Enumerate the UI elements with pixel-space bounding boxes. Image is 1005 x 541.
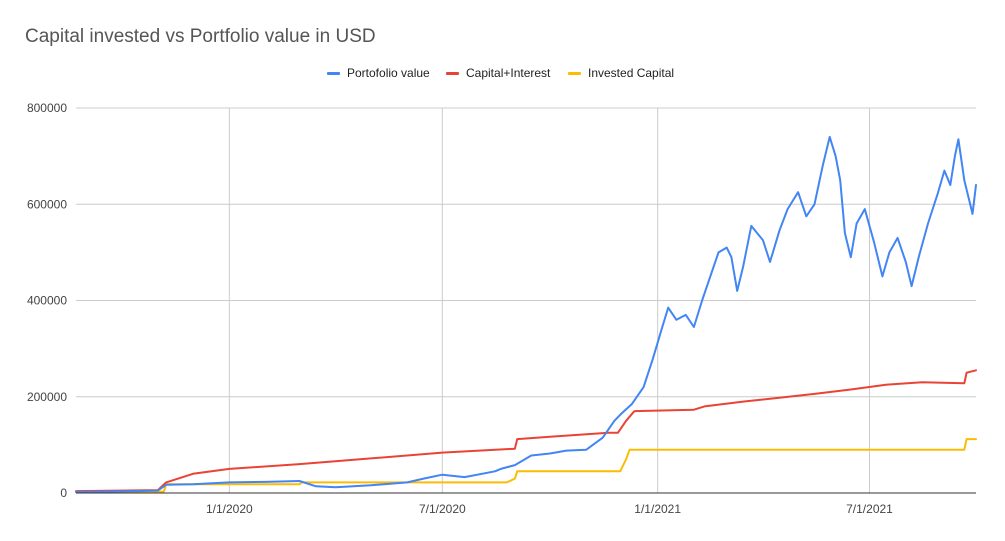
- legend-label-invested-capital: Invested Capital: [588, 66, 675, 80]
- y-tick-label: 200000: [27, 390, 67, 404]
- legend-swatch-portfolio: [327, 71, 340, 75]
- legend-item-capital-interest[interactable]: Capital+Interest: [446, 66, 550, 80]
- y-tick-label: 0: [60, 486, 67, 500]
- chart-title: Capital invested vs Portfolio value in U…: [25, 26, 376, 47]
- x-tick-label: 7/1/2021: [846, 502, 893, 516]
- y-tick-label: 400000: [27, 294, 67, 308]
- legend-label-portfolio: Portofolio value: [347, 66, 430, 80]
- legend: Portofolio value Capital+Interest Invest…: [0, 66, 1005, 84]
- legend-label-capital-interest: Capital+Interest: [466, 66, 551, 80]
- x-tick-label: 7/1/2020: [419, 502, 466, 516]
- y-tick-label: 600000: [27, 197, 67, 211]
- series-line-portfolio: [75, 135, 977, 493]
- series-line-capital-interest: [75, 369, 977, 493]
- x-tick-label: 1/1/2020: [206, 502, 253, 516]
- legend-swatch-invested-capital: [568, 71, 581, 75]
- legend-item-invested-capital[interactable]: Invested Capital: [568, 66, 674, 80]
- y-tick-label: 800000: [27, 101, 67, 115]
- grid-layer: [76, 107, 976, 493]
- axis-layer: 0 200000 400000 600000 800000 1/1/2020 7/1/202…: [27, 101, 976, 516]
- x-tick-label: 1/1/2021: [634, 502, 681, 516]
- legend-swatch-capital-interest: [446, 71, 459, 75]
- legend-item-portfolio[interactable]: Portofolio value: [327, 66, 430, 80]
- series-layer: [75, 135, 977, 493]
